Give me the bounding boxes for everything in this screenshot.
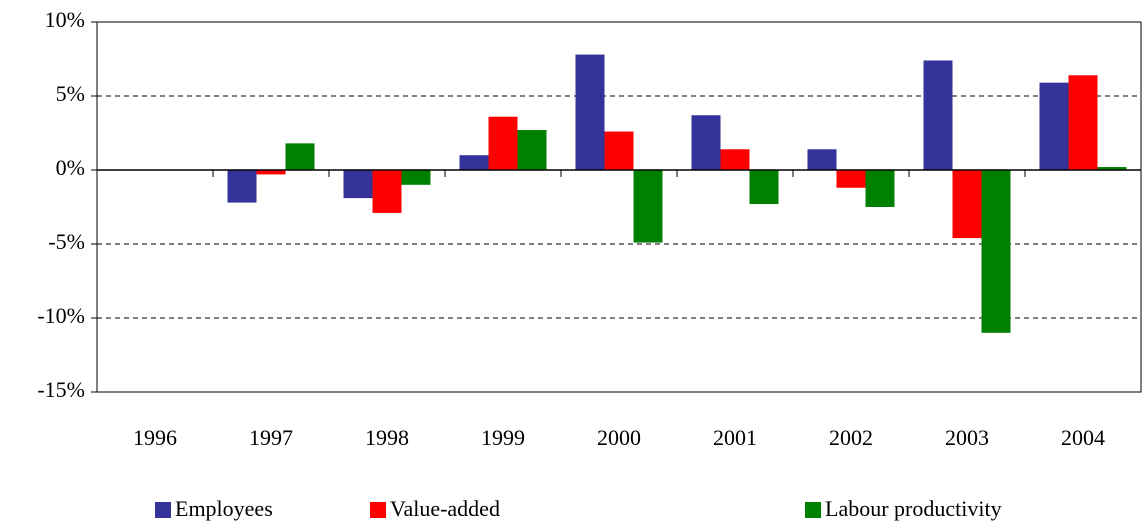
y-tick-label: 10% — [45, 7, 85, 32]
y-tick-label: 5% — [56, 81, 85, 106]
x-tick-label: 1996 — [133, 425, 177, 450]
x-tick-label: 2001 — [713, 425, 757, 450]
y-tick-label: -5% — [48, 229, 85, 254]
bar — [720, 149, 750, 170]
x-tick-label: 2000 — [597, 425, 641, 450]
bar — [807, 149, 837, 170]
bar — [459, 155, 489, 170]
bar — [749, 170, 779, 205]
bar — [256, 170, 286, 175]
plot-frame — [96, 21, 1142, 393]
bar — [227, 170, 257, 203]
bar — [865, 170, 895, 207]
bar — [575, 54, 605, 171]
x-tick-label: 1999 — [481, 425, 525, 450]
bar — [604, 131, 634, 170]
legend-swatch — [805, 502, 821, 518]
bar — [343, 170, 373, 199]
bar — [1097, 167, 1127, 170]
x-tick-label: 1997 — [249, 425, 293, 450]
bar — [285, 143, 315, 170]
bar — [1068, 75, 1098, 170]
bar — [923, 60, 953, 171]
bar — [488, 116, 518, 170]
bar — [372, 170, 402, 213]
x-tick-label: 2002 — [829, 425, 873, 450]
y-tick-label: -15% — [37, 377, 85, 402]
y-tick-label: -10% — [37, 303, 85, 328]
bar — [1039, 82, 1069, 170]
x-tick-label: 2004 — [1061, 425, 1105, 450]
legend-label: Employees — [175, 496, 273, 521]
y-tick-label: 0% — [56, 155, 85, 180]
bar — [952, 170, 982, 239]
bar — [633, 170, 663, 243]
legend-swatch — [370, 502, 386, 518]
bar — [691, 115, 721, 170]
legend-swatch — [155, 502, 171, 518]
x-tick-label: 2003 — [945, 425, 989, 450]
x-tick-label: 1998 — [365, 425, 409, 450]
bar — [836, 170, 866, 188]
bar — [517, 130, 547, 170]
bar — [981, 170, 1011, 333]
bar — [401, 170, 431, 185]
legend-label: Labour productivity — [825, 496, 1002, 521]
legend-label: Value-added — [390, 496, 500, 521]
